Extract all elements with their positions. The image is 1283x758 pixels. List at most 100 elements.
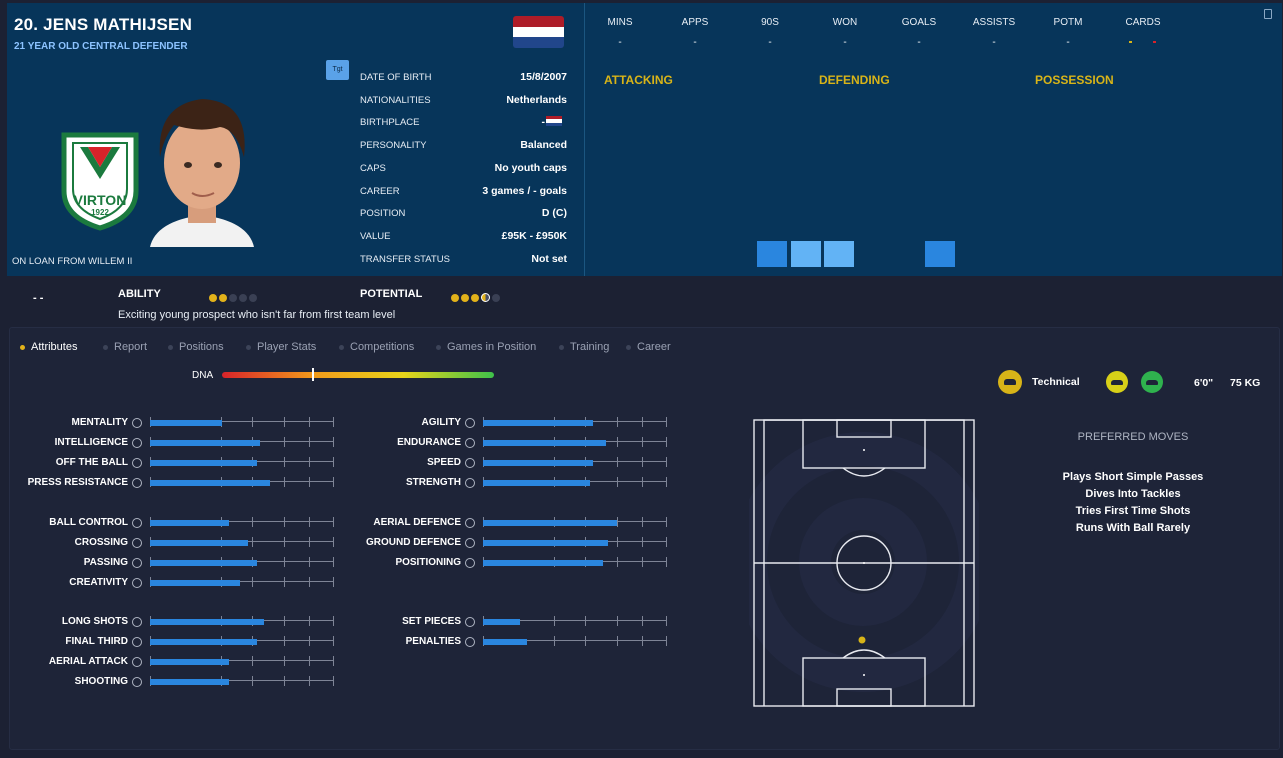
preferred-moves-title: PREFERRED MOVES — [1077, 431, 1189, 443]
attr-aerial-defence: AERIAL DEFENCE — [373, 513, 667, 533]
attr-tick — [283, 457, 285, 467]
tab-competitions[interactable]: Competitions — [339, 341, 414, 353]
attr-tick — [283, 557, 285, 567]
info-value: No youth caps — [494, 161, 567, 174]
stat-header-won: WON — [832, 17, 858, 28]
tab-bullet — [246, 344, 251, 350]
info-key: BIRTHPLACE — [360, 117, 420, 129]
loan-status: ON LOAN FROM WILLEM II — [12, 256, 133, 267]
position-square — [757, 241, 787, 267]
info-key: TRANSFER STATUS — [360, 253, 450, 265]
attr-tick — [333, 577, 334, 587]
tab-career[interactable]: Career — [626, 341, 671, 353]
attr-tick — [283, 616, 285, 626]
stat-value-apps: - — [693, 37, 697, 48]
tgt-badge[interactable]: Tgt — [326, 60, 349, 80]
attr-tick — [283, 577, 285, 587]
player-photo — [150, 99, 254, 247]
attr-bar — [483, 480, 590, 486]
attr-category-icon — [132, 617, 142, 627]
attr-tick — [642, 437, 644, 447]
stat-header-goals: GOALS — [901, 17, 937, 28]
attr-bar — [483, 540, 609, 546]
attr-tick — [309, 636, 311, 646]
info-row: NATIONALITIES Netherlands — [360, 91, 567, 111]
attr-positioning: POSITIONING — [395, 553, 667, 573]
tab-games-in-position[interactable]: Games in Position — [436, 341, 536, 353]
info-value: 15/8/2007 — [520, 71, 567, 83]
attr-tick — [333, 636, 334, 646]
tab-report[interactable]: Report — [103, 341, 147, 353]
attr-track — [483, 620, 667, 621]
birthplace-flag — [546, 116, 562, 126]
expand-icon[interactable] — [1264, 9, 1272, 19]
attr-bar — [150, 540, 248, 546]
info-row: VALUE £95K - £950K — [360, 227, 567, 247]
attr-tick — [309, 457, 311, 467]
attr-tick — [309, 437, 311, 447]
attr-bar — [483, 639, 528, 645]
attr-bar — [483, 440, 607, 446]
attr-shooting: SHOOTING — [75, 672, 334, 692]
attr-tick — [585, 616, 587, 626]
info-value: 3 games / - goals — [482, 184, 567, 197]
tab-bullet — [103, 344, 108, 350]
attr-category-icon — [465, 458, 475, 468]
stat-value-90s: - — [768, 37, 772, 48]
attr-track — [150, 581, 334, 582]
potential-star-dot — [481, 293, 490, 302]
attr-bar — [150, 679, 230, 685]
attr-tick — [616, 437, 618, 447]
info-row: CAREER 3 games / - goals — [360, 182, 567, 202]
ability-star-dot — [219, 294, 227, 302]
attr-tick — [309, 517, 311, 527]
attr-category-icon — [465, 518, 475, 528]
tab-label: Training — [570, 341, 610, 353]
potential-star-dot — [471, 294, 479, 302]
tab-attributes[interactable]: Attributes — [20, 341, 77, 353]
player-name: 20. JENS MATHIJSEN — [14, 15, 193, 34]
attr-label: STRENGTH — [406, 477, 461, 488]
section-possession: POSSESSION — [1035, 73, 1114, 87]
tab-player-stats[interactable]: Player Stats — [246, 341, 316, 353]
stat-header-mins: MINS — [607, 17, 633, 28]
tab-bullet — [168, 344, 173, 350]
attr-label: POSITIONING — [395, 557, 461, 568]
potential-star-dot — [492, 294, 500, 302]
attr-set-pieces: SET PIECES — [402, 612, 667, 632]
attr-tick — [666, 557, 667, 567]
technical-icon — [998, 370, 1022, 394]
attr-speed: SPEED — [427, 453, 667, 473]
ability-star-dot — [229, 294, 237, 302]
tab-training[interactable]: Training — [559, 341, 609, 353]
info-row: POSITION D (C) — [360, 204, 567, 224]
attr-creativity: CREATIVITY — [69, 573, 334, 593]
attributes-panel: Attributes Report Positions Player Stats Com… — [9, 327, 1280, 750]
stat-header-90s: 90S — [761, 17, 779, 28]
attr-tick — [666, 437, 667, 447]
attr-tick — [333, 676, 334, 686]
attr-off-the-ball: OFF THE BALL — [56, 453, 334, 473]
attr-tick — [642, 557, 644, 567]
tab-positions[interactable]: Positions — [168, 341, 224, 353]
attr-category-icon — [132, 518, 142, 528]
attr-category-icon — [132, 438, 142, 448]
attr-label: PENALTIES — [405, 636, 461, 647]
attr-label: SPEED — [427, 457, 461, 468]
attr-category-icon — [465, 617, 475, 627]
stat-header-assists: ASSISTS — [972, 17, 1016, 28]
attr-bar — [150, 639, 257, 645]
dna-bar — [222, 372, 494, 378]
attr-tick — [283, 477, 285, 487]
attr-tick — [283, 676, 285, 686]
potential-star-dot — [451, 294, 459, 302]
attr-bar — [150, 659, 230, 665]
attr-tick — [252, 577, 254, 587]
attr-tick — [616, 537, 618, 547]
tab-label: Positions — [179, 341, 224, 353]
attr-tick — [283, 437, 285, 447]
attr-tick — [283, 636, 285, 646]
player-header: 20. JENS MATHIJSEN 21 YEAR OLD CENTRAL D… — [7, 3, 1282, 276]
tab-label: Competitions — [350, 341, 415, 353]
attr-tick — [585, 636, 587, 646]
